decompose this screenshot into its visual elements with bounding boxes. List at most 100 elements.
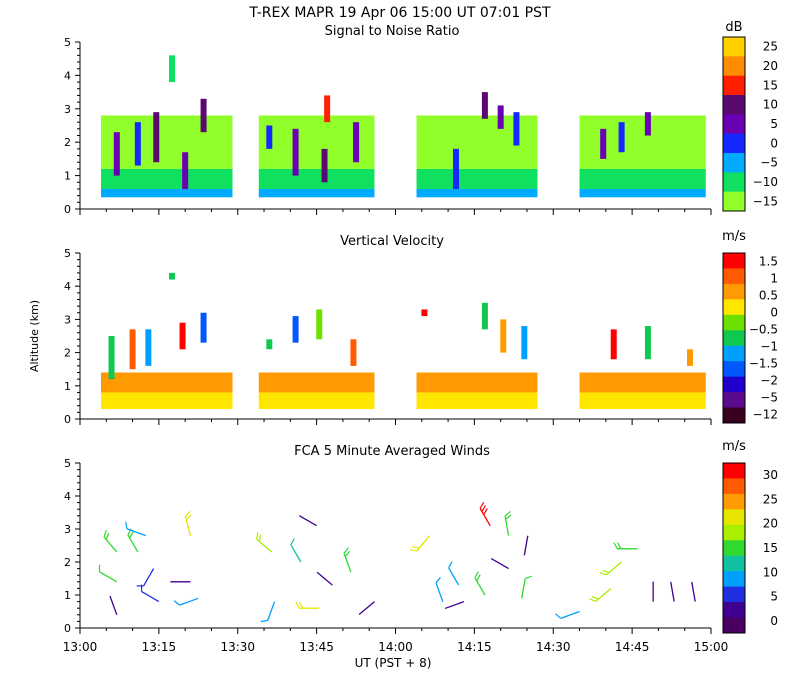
- colorbar-label: 0: [770, 614, 778, 628]
- wind-barb: [103, 529, 118, 553]
- heatmap-plume: [618, 122, 625, 153]
- wind-barb: [490, 558, 509, 570]
- x-tick-label: 14:00: [378, 640, 413, 654]
- colorbar-cell: [723, 153, 745, 173]
- wind-barb: [409, 535, 431, 552]
- wind-barb-flag: [412, 546, 420, 549]
- colorbar-label: 5: [770, 590, 778, 604]
- heatmap-band: [579, 188, 706, 198]
- heatmap-plume: [316, 309, 323, 340]
- y-tick-label: 5: [64, 36, 71, 49]
- colorbar-cell: [723, 330, 745, 347]
- wind-barbs: [98, 502, 696, 623]
- heatmap-band: [579, 168, 706, 189]
- wind-barb: [504, 510, 512, 536]
- wind-barb: [358, 601, 375, 615]
- colorbar-label: 0: [770, 306, 778, 320]
- heatmap-band: [258, 168, 375, 189]
- wind-barb-flag: [588, 598, 596, 602]
- heatmap-band: [579, 372, 706, 393]
- colorbar-cell: [723, 172, 745, 193]
- heatmap-plume: [421, 309, 428, 317]
- colorbar-cell: [723, 268, 745, 285]
- wind-barb-flag: [295, 601, 300, 609]
- wind-barb-staff: [298, 515, 317, 527]
- wind-barb: [260, 601, 276, 623]
- wind-barb-flag: [105, 532, 110, 540]
- wind-barb-staff: [99, 571, 118, 583]
- wind-barb-flag: [185, 514, 192, 521]
- wind-barb-staff: [126, 528, 146, 537]
- wind-barb-flag: [448, 561, 453, 569]
- heatmap-band: [101, 168, 233, 189]
- heatmap-plume: [266, 125, 273, 149]
- wind-barb-flag: [591, 595, 599, 600]
- colorbar-cell: [723, 345, 745, 362]
- wind-barb-flag: [173, 600, 180, 606]
- heatmap-plume: [481, 302, 488, 330]
- wind-barb-flag: [524, 575, 532, 580]
- colorbar-label: 25: [763, 40, 778, 54]
- y-tick-label: 2: [64, 136, 71, 149]
- heatmap-plume: [113, 132, 120, 176]
- colorbar-label: −10: [753, 175, 778, 189]
- heatmap-plume: [452, 148, 459, 189]
- x-axis-label: UT (PST + 8): [355, 656, 432, 670]
- heatmap-plume: [600, 128, 607, 159]
- wind-barb: [435, 577, 444, 602]
- wind-barb: [125, 521, 146, 537]
- colorbar-cell: [723, 253, 745, 269]
- x-tick-label: 13:00: [63, 640, 98, 654]
- colorbar-label: −0.5: [749, 323, 778, 337]
- wind-barb: [184, 510, 192, 536]
- wind-barb-flag: [409, 549, 417, 552]
- y-tick-label: 4: [64, 490, 71, 503]
- y-tick-label: 0: [64, 203, 71, 216]
- heatmap-band: [258, 392, 375, 410]
- wind-barb-flag: [290, 538, 295, 545]
- wind-barb: [521, 575, 532, 599]
- y-axis-label: Altitude (km): [28, 300, 41, 372]
- colorbar: 25 20 15 10 5 0 −5 −10 −15 dB: [722, 20, 778, 212]
- heatmap-band: [416, 188, 538, 198]
- heatmap-band: [258, 372, 375, 393]
- colorbar-cell: [723, 361, 745, 378]
- heatmap-band: [101, 372, 233, 393]
- colorbar-label: 20: [763, 59, 778, 73]
- y-tick-label: 4: [64, 280, 71, 293]
- heatmap-plume: [134, 122, 141, 166]
- colorbar-cell: [723, 509, 745, 526]
- wind-barb: [523, 535, 529, 556]
- colorbar-label: 0.5: [759, 289, 778, 303]
- colorbar-cell: [723, 586, 745, 603]
- y-tick-label: 5: [64, 457, 71, 470]
- wind-barb: [670, 581, 675, 602]
- panel-title: Signal to Noise Ratio: [325, 24, 460, 39]
- heatmap-plume: [521, 326, 528, 360]
- heatmap-plume: [353, 122, 360, 163]
- x-tick-label: 13:45: [299, 640, 334, 654]
- heatmap-band: [416, 168, 538, 189]
- y-tick-label: 3: [64, 313, 71, 326]
- x-tick-label: 14:45: [615, 640, 650, 654]
- colorbar-label: 15: [763, 78, 778, 92]
- colorbar-frame: [722, 462, 746, 634]
- colorbar-cell: [723, 56, 745, 77]
- x-tick-label: 15:00: [694, 640, 729, 654]
- colorbar-cell: [723, 540, 745, 557]
- colorbar-cell: [723, 114, 745, 135]
- colorbar-cell: [723, 299, 745, 316]
- heatmap-plume: [350, 339, 357, 366]
- heatmap-plume: [324, 95, 331, 123]
- wind-barb-flag: [344, 550, 351, 557]
- wind-barb-flag: [125, 521, 128, 529]
- heatmap-cells: [101, 55, 706, 198]
- wind-barb-flag: [343, 547, 349, 554]
- heatmap-plume: [513, 112, 520, 146]
- wind-barb-staff: [267, 601, 276, 621]
- heatmap-plume: [153, 112, 160, 163]
- y-tick-label: 3: [64, 103, 71, 116]
- chart-panel-1: Signal to Noise Ratio 0 1 2 3 4 5 25 20 15 10 5 0 −5 −…: [64, 20, 778, 216]
- wind-barb-flag: [616, 542, 622, 550]
